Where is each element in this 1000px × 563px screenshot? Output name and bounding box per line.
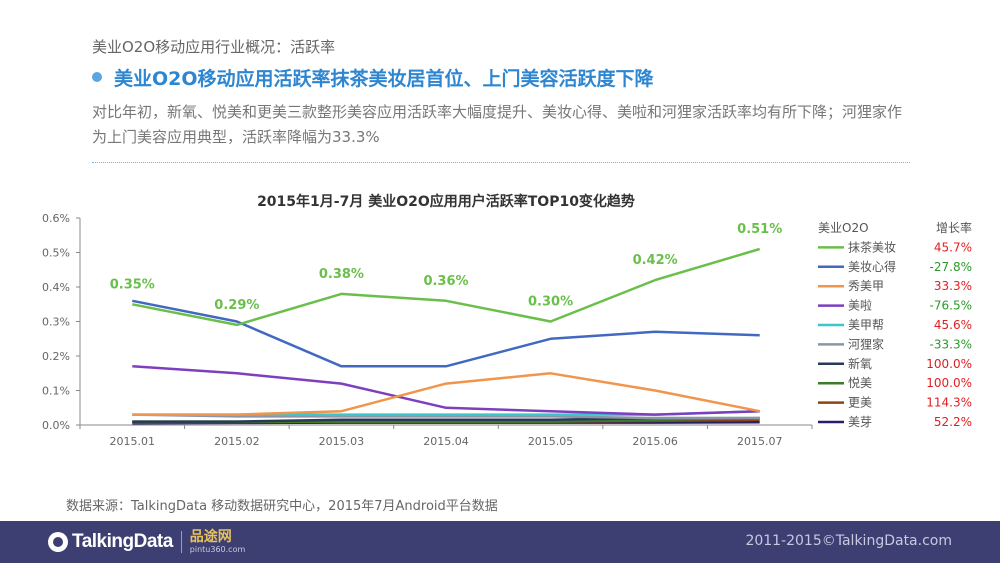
data-label: 0.29%	[214, 298, 259, 313]
legend-label: 美芽	[848, 415, 872, 429]
y-tick-label: 0.3%	[42, 316, 70, 329]
legend-label: 新氧	[848, 356, 872, 371]
legend-label: 美妆心得	[848, 259, 896, 274]
data-label: 0.30%	[528, 295, 573, 310]
legend-label: 河狸家	[848, 336, 884, 351]
source-note: 数据来源：TalkingData 移动数据研究中心，2015年7月Android…	[66, 499, 498, 514]
data-label: 0.38%	[319, 267, 364, 282]
data-label: 0.35%	[110, 277, 155, 292]
talkingdata-logo-icon	[48, 532, 68, 552]
y-tick-label: 0.1%	[42, 385, 70, 398]
series-line	[132, 413, 760, 420]
legend-label: 悦美	[848, 376, 872, 390]
series-line	[132, 299, 760, 368]
legend-growth: 100.0%	[926, 357, 972, 371]
chart-title: 2015年1月-7月 美业O2O应用用户活跃率TOP10变化趋势	[257, 193, 635, 210]
x-tick-label: 2015.02	[214, 435, 260, 448]
legend-label: 美啦	[848, 298, 872, 313]
x-tick-label: 2015.07	[737, 435, 783, 448]
legend-label: 更美	[848, 396, 872, 410]
divider	[92, 162, 910, 163]
legend-growth: -33.3%	[930, 337, 972, 351]
data-label: 0.36%	[423, 274, 468, 289]
legend-growth: 100.0%	[926, 376, 972, 390]
copyright: 2011-2015©TalkingData.com	[745, 533, 952, 549]
x-tick-label: 2015.06	[632, 435, 678, 448]
legend-growth: -76.5%	[930, 299, 972, 313]
series-line	[132, 372, 760, 416]
legend-growth: -27.8%	[930, 260, 972, 274]
legend-label: 美甲帮	[848, 318, 884, 332]
legend-header-growth: 增长率	[936, 220, 972, 235]
x-tick-label: 2015.01	[110, 435, 156, 448]
logo-text: TalkingData	[72, 531, 173, 552]
x-tick-label: 2015.04	[423, 435, 469, 448]
logo: TalkingData 品途网 pintu360.com	[48, 529, 245, 555]
legend-growth: 114.3%	[926, 396, 972, 410]
partner-logo: 品途网 pintu360.com	[190, 530, 245, 554]
partner-url: pintu360.com	[189, 545, 246, 554]
headline-bullet-icon	[92, 72, 102, 82]
x-tick-label: 2015.03	[319, 435, 365, 448]
y-tick-label: 0.0%	[42, 419, 70, 432]
series-line	[132, 247, 761, 327]
breadcrumb: 美业O2O移动应用行业概况：活跃率	[92, 38, 336, 56]
description-text: 对比年初，新氧、悦美和更美三款整形美容应用活跃率大幅度提升、美妆心得、美啦和河狸…	[92, 103, 903, 146]
logo-separator	[180, 531, 182, 553]
partner-name: 品途网	[189, 529, 232, 545]
x-tick-label: 2015.05	[528, 435, 574, 448]
series-line	[132, 365, 760, 416]
legend-label: 抹茶美妆	[848, 239, 896, 254]
y-tick-label: 0.5%	[42, 247, 70, 260]
page-title: 美业O2O移动应用活跃率抹茶美妆居首位、上门美容活跃度下降	[114, 68, 654, 90]
legend-label: 秀美甲	[848, 279, 884, 293]
data-label: 0.51%	[737, 222, 782, 237]
legend-header-name: 美业O2O	[818, 221, 869, 235]
y-tick-label: 0.2%	[42, 350, 70, 363]
footer-bar: TalkingData 品途网 pintu360.com 2011-2015©T…	[0, 521, 1000, 563]
legend-growth: 33.3%	[934, 279, 972, 293]
y-tick-label: 0.4%	[42, 281, 70, 294]
legend-growth: 45.6%	[934, 318, 972, 332]
legend-growth: 52.2%	[934, 415, 972, 429]
legend-growth: 45.7%	[934, 240, 972, 254]
y-tick-label: 0.6%	[42, 212, 70, 225]
data-label: 0.42%	[633, 253, 678, 268]
